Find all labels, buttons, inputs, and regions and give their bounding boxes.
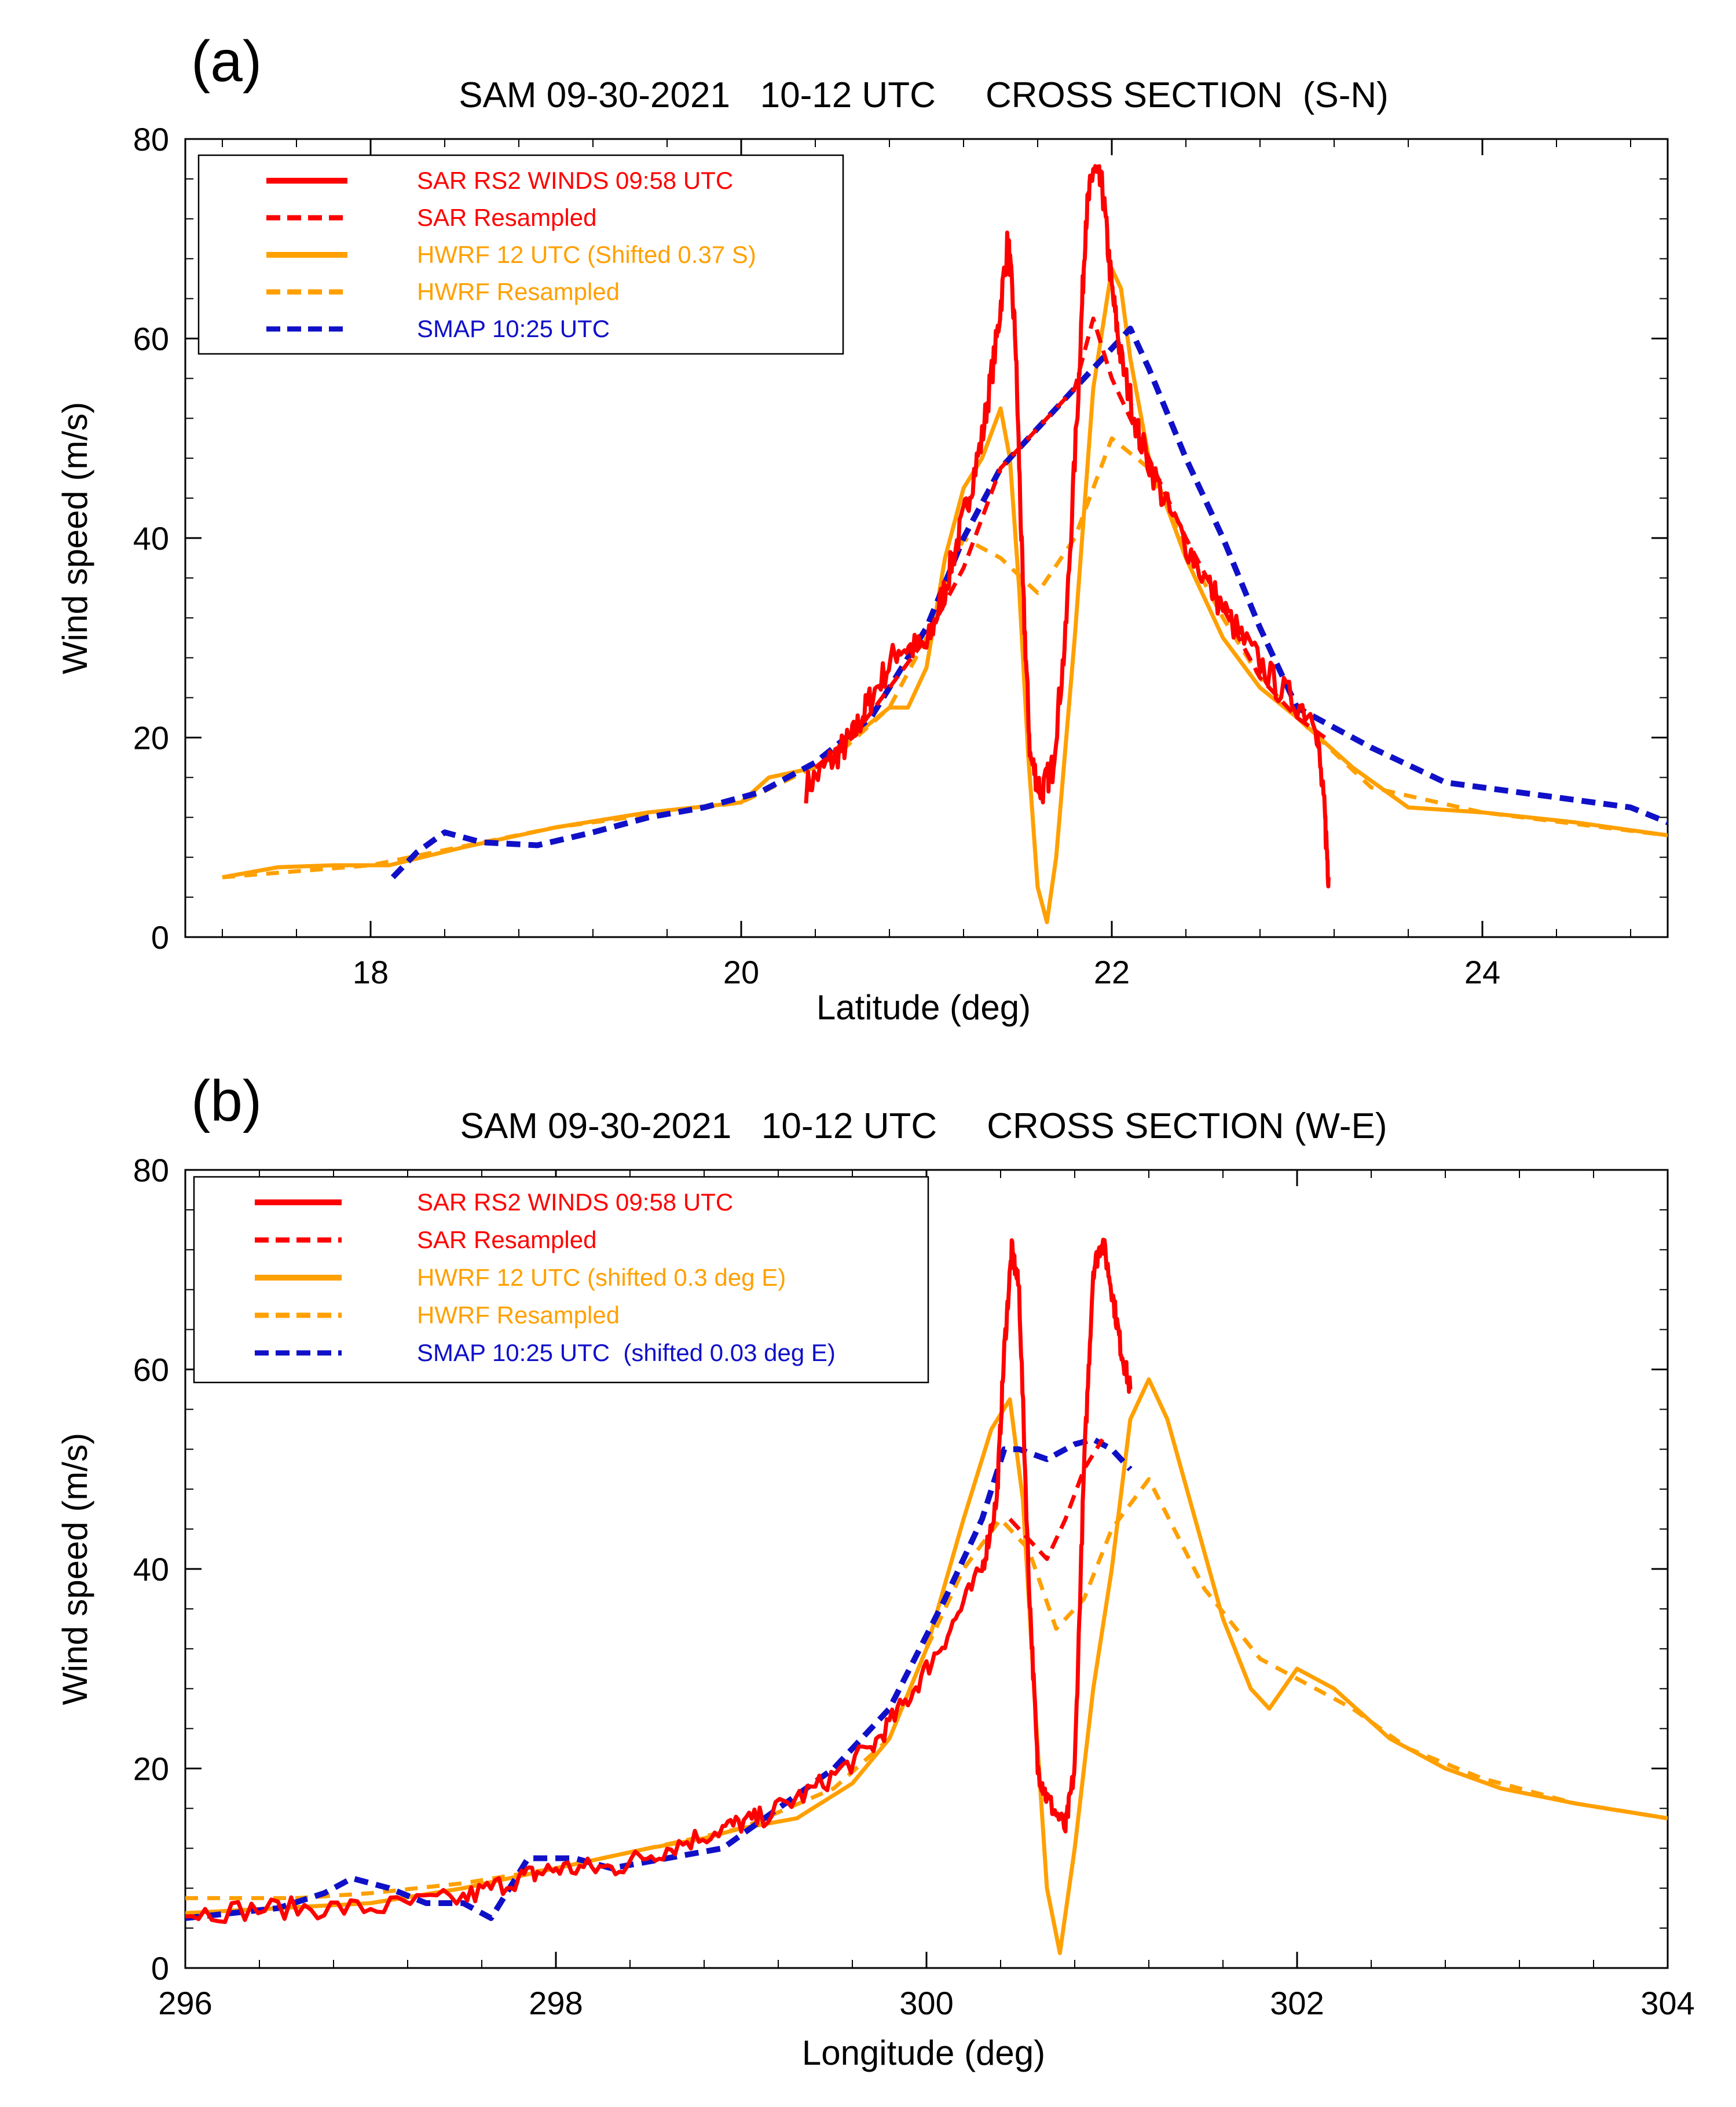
series-line-2 [814,316,1327,769]
panel-b-legend: SAR RS2 WINDS 09:58 UTC SAR Resampled HWRF… [193,1176,929,1384]
panel-a-ylabel: Wind speed (m/s) [56,402,94,674]
legend-label: HWRF Resampled [417,278,620,305]
legend-label: SAR RS2 WINDS 09:58 UTC [417,1188,733,1216]
legend-label: SAR Resampled [417,204,596,231]
panel-b-title: SAM 09-30-2021 10-12 UTC CROSS SECTION (… [460,1106,1387,1146]
x-tick-label: 298 [529,1985,583,2021]
y-tick-label: 80 [133,121,169,158]
legend-label: SMAP 10:25 UTC (shifted 0.03 deg E) [417,1339,836,1366]
legend-label: SAR RS2 WINDS 09:58 UTC [417,167,733,194]
y-tick-label: 60 [133,321,169,357]
series-line-5 [390,325,1668,880]
panel-b-label: (b) [191,1069,262,1133]
panel-a-legend: SAR RS2 WINDS 09:58 UTC SAR Resampled HWRF… [197,154,844,355]
y-tick-label: 20 [133,720,169,756]
y-tick-label: 20 [133,1751,169,1787]
series-line-5 [185,1436,1133,1921]
series-line-4 [185,1477,1668,1900]
panel-a-xlabel: Latitude (deg) [816,988,1031,1027]
y-tick-label: 0 [151,1950,169,1987]
x-tick-label: 24 [1464,954,1500,990]
y-tick-label: 80 [133,1152,169,1188]
panel-b: (b) SAM 09-30-2021 10-12 UTC CROSS SECTI… [56,1069,1695,2072]
legend-label: HWRF 12 UTC (shifted 0.3 deg E) [417,1264,786,1291]
panel-b-series [185,1238,1668,1955]
panel-b-ylabel: Wind speed (m/s) [56,1433,94,1705]
x-tick-label: 300 [899,1985,953,2021]
legend-label: HWRF 12 UTC (Shifted 0.37 S) [417,241,756,268]
y-tick-label: 40 [133,1551,169,1587]
panel-b-xlabel: Longitude (deg) [802,2033,1045,2072]
x-tick-label: 20 [723,954,759,990]
legend-label: HWRF Resampled [417,1301,620,1329]
x-tick-label: 302 [1270,1985,1324,2021]
legend-label: SAR Resampled [417,1226,596,1253]
y-tick-label: 60 [133,1352,169,1388]
panel-b-ticks: 0 20 40 60 80 296 298 300 302 304 [133,1152,1695,2021]
x-tick-label: 22 [1094,954,1130,990]
x-tick-label: 18 [353,954,389,990]
y-tick-label: 0 [151,919,169,956]
series-line-2 [1008,1438,1104,1561]
series-line-1 [185,1238,1133,1924]
panel-a-label: (a) [191,29,262,94]
x-tick-label: 296 [158,1985,212,2021]
panel-a-title: SAM 09-30-2021 10-12 UTC CROSS SECTION (… [459,75,1389,115]
y-tick-label: 40 [133,520,169,557]
legend-label: SMAP 10:25 UTC [417,315,610,342]
x-tick-label: 304 [1640,1985,1694,2021]
series-line-1 [804,164,1331,888]
panel-a-series [222,164,1668,924]
panel-a: (a) SAM 09-30-2021 10-12 UTC CROSS SECTI… [56,29,1669,1027]
panel-a-ticks: 0 20 40 60 80 18 20 22 24 [133,121,1668,990]
